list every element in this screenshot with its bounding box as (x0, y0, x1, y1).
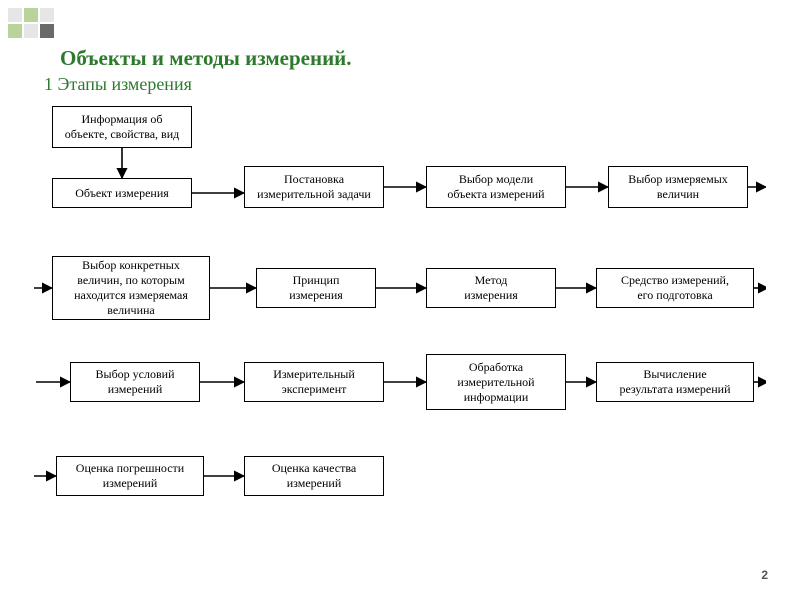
title-main: Объекты и методы измерений. (60, 46, 352, 71)
flow-node-label: Постановка измерительной задачи (257, 172, 371, 202)
flow-node-label: Выбор конкретных величин, по которым нах… (74, 258, 188, 318)
flow-node: Обработка измерительной информации (426, 354, 566, 410)
decor-square (40, 8, 54, 22)
flow-node-label: Измерительный эксперимент (273, 367, 355, 397)
flow-node-label: Метод измерения (464, 273, 518, 303)
flow-node: Выбор условий измерений (70, 362, 200, 402)
flow-node-label: Выбор условий измерений (96, 367, 175, 397)
flow-node: Вычисление результата измерений (596, 362, 754, 402)
flow-node: Выбор конкретных величин, по которым нах… (52, 256, 210, 320)
flow-node-label: Оценка качества измерений (272, 461, 356, 491)
flow-node-label: Вычисление результата измерений (619, 367, 730, 397)
flow-node-label: Объект измерения (75, 186, 169, 201)
flow-node-label: Выбор измеряемых величин (628, 172, 728, 202)
flow-node: Информация об объекте, свойства, вид (52, 106, 192, 148)
flow-node-label: Выбор модели объекта измерений (447, 172, 544, 202)
decor-square (8, 8, 22, 22)
decor-corner (8, 8, 54, 38)
flow-node: Объект измерения (52, 178, 192, 208)
decor-square (40, 24, 54, 38)
decor-square (24, 24, 38, 38)
flowchart: Информация об объекте, свойства, вид Объе… (34, 100, 766, 540)
flow-node: Выбор модели объекта измерений (426, 166, 566, 208)
flow-node: Оценка качества измерений (244, 456, 384, 496)
flow-node-label: Оценка погрешности измерений (76, 461, 184, 491)
flow-node: Оценка погрешности измерений (56, 456, 204, 496)
flow-node-label: Обработка измерительной информации (457, 360, 534, 405)
flow-node: Принцип измерения (256, 268, 376, 308)
flow-node: Средство измерений, его подготовка (596, 268, 754, 308)
flow-node-label: Принцип измерения (289, 273, 343, 303)
decor-square (24, 8, 38, 22)
flow-node: Метод измерения (426, 268, 556, 308)
decor-square (8, 24, 22, 38)
flow-node: Измерительный эксперимент (244, 362, 384, 402)
flow-node: Выбор измеряемых величин (608, 166, 748, 208)
page-number: 2 (761, 568, 768, 582)
flow-node-label: Информация об объекте, свойства, вид (65, 112, 180, 142)
flow-node-label: Средство измерений, его подготовка (621, 273, 729, 303)
title-sub: 1 Этапы измерения (44, 74, 192, 95)
flow-node: Постановка измерительной задачи (244, 166, 384, 208)
